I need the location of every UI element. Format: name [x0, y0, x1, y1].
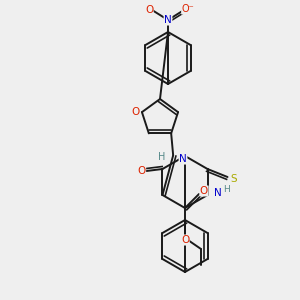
Text: N: N — [164, 15, 172, 25]
Text: O: O — [137, 166, 146, 176]
Text: H: H — [158, 152, 166, 162]
Text: O: O — [132, 107, 140, 117]
Text: H: H — [223, 184, 230, 194]
Text: N: N — [214, 188, 221, 198]
Text: O: O — [181, 235, 189, 245]
Text: O: O — [145, 5, 153, 15]
Text: S: S — [230, 174, 237, 184]
Text: N: N — [179, 154, 187, 164]
Text: O: O — [200, 186, 208, 196]
Text: O⁻: O⁻ — [182, 4, 194, 14]
